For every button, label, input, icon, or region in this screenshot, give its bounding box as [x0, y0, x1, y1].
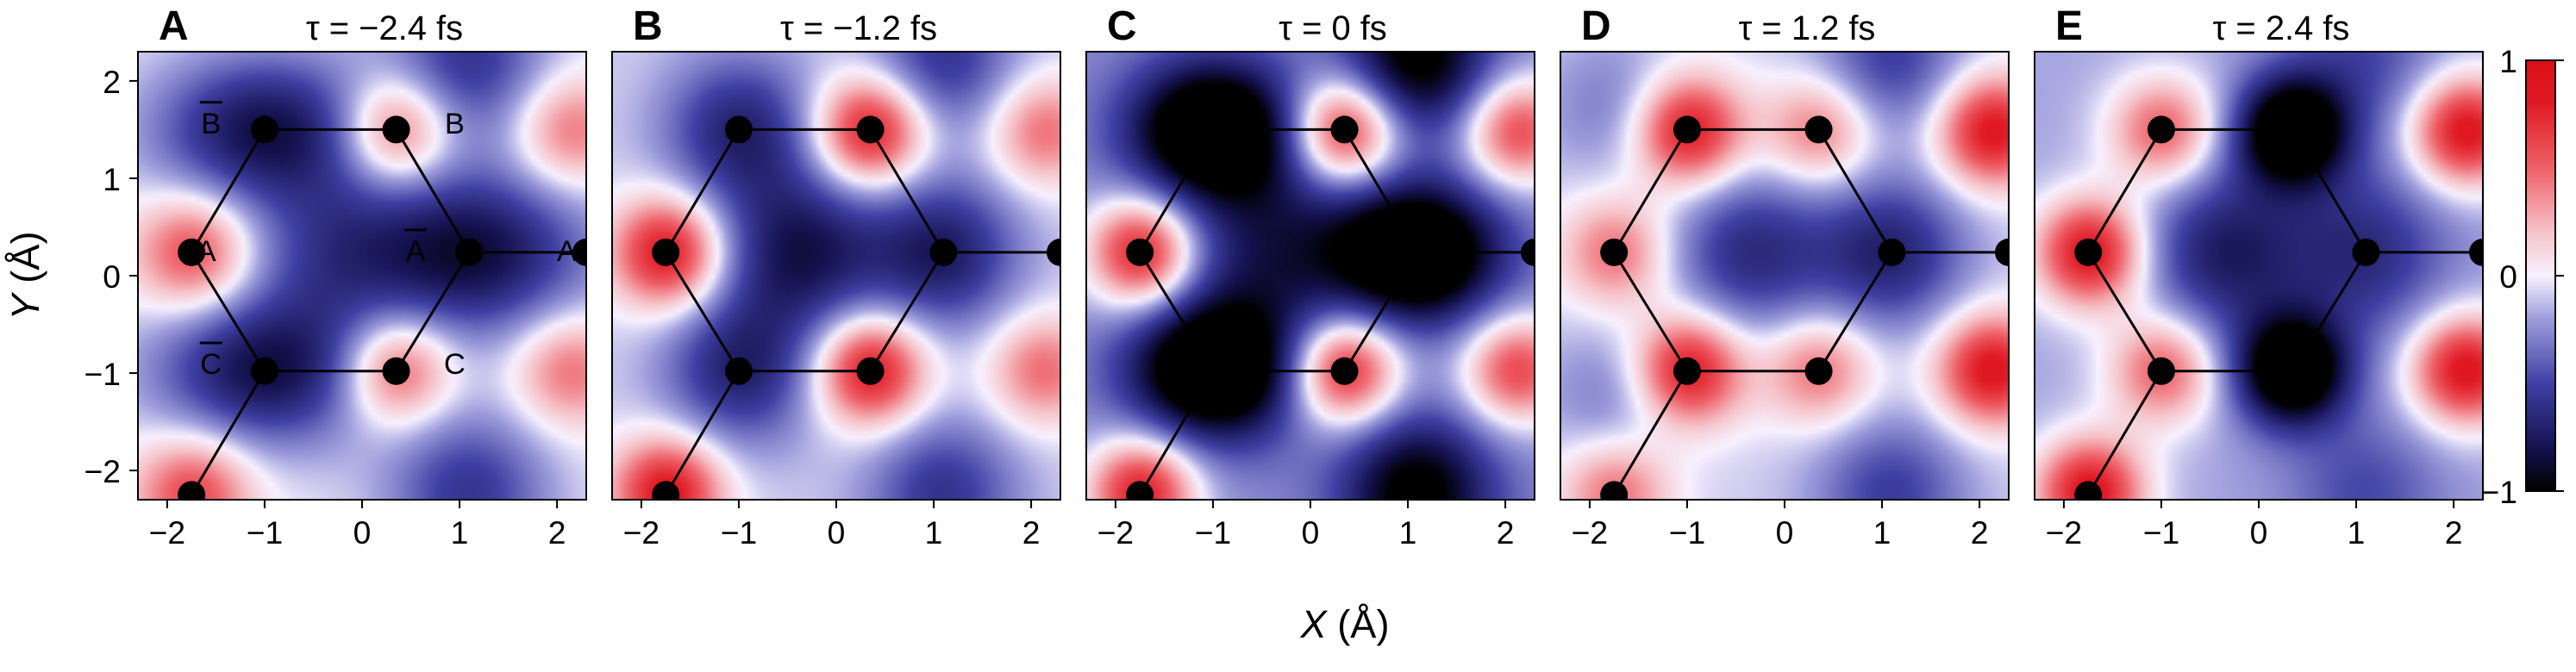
colorbar-tick-label: 0: [2499, 258, 2517, 295]
panel-title: τ = −2.4 fs: [306, 9, 463, 47]
atom-site: [2074, 481, 2102, 508]
panel-letter: E: [2055, 3, 2083, 49]
x-tick-label: 2: [1022, 514, 1041, 551]
x-tick-label: −2: [623, 514, 660, 551]
atom-site: [725, 115, 753, 143]
panel-B: −2 −1 0 1 2 Bτ = −1.2 fs: [612, 3, 1074, 551]
x-tick-label: −1: [721, 514, 757, 551]
atom-site: [1126, 239, 1154, 266]
y-tick-label: 0: [103, 258, 121, 295]
atom-site: [1199, 115, 1227, 143]
site-label: A: [406, 235, 426, 268]
panel-title: τ = 0 fs: [1279, 9, 1387, 47]
colorbar-tick-label: −1: [2481, 474, 2517, 510]
x-tick-label: −1: [247, 514, 283, 551]
atom-site: [2074, 239, 2102, 266]
atom-site: [455, 239, 483, 266]
panel-D: −2 −1 0 1 2 Dτ = 1.2 fs: [1560, 3, 2023, 551]
x-tick-label: 1: [1873, 514, 1891, 551]
x-tick-label: −1: [1669, 514, 1705, 551]
x-tick-label: 2: [2445, 514, 2463, 551]
atom-site: [725, 358, 753, 385]
x-tick-label: 2: [548, 514, 566, 551]
x-tick-label: −2: [1572, 514, 1608, 551]
y-tick-label: −2: [84, 453, 121, 489]
y-tick-label: 1: [103, 161, 121, 197]
x-tick-label: −2: [149, 514, 185, 551]
atom-site: [178, 481, 205, 508]
x-tick-label: 0: [1776, 514, 1794, 551]
figure-root: B B A A A C C −2 −1 0 1 2 −2 −1 0 1 2 Aτ = −2.4 fs −2 −1 0 1 2…: [0, 0, 2576, 672]
x-axis-label: X (Å): [1299, 602, 1389, 646]
figure-svg: B B A A A C C −2 −1 0 1 2 −2 −1 0 1 2 Aτ = −2.4 fs −2 −1 0 1 2…: [0, 0, 2576, 672]
site-label: A: [557, 235, 577, 268]
atom-site: [1673, 115, 1701, 143]
atom-site: [251, 115, 278, 143]
atom-site: [652, 239, 679, 266]
panel-A: B B A A A C C −2 −1 0 1 2 −2 −1 0 1 2 Aτ = −2.4 fs: [84, 3, 600, 551]
site-label: B: [201, 108, 221, 140]
atom-site: [1673, 358, 1701, 385]
atom-site: [652, 481, 679, 508]
x-tick-label: 0: [1302, 514, 1320, 551]
atom-site: [2352, 239, 2379, 266]
atom-site: [2279, 115, 2307, 143]
atom-site: [1126, 481, 1154, 508]
atom-site: [1600, 239, 1628, 266]
site-label: C: [200, 348, 222, 381]
atom-site: [383, 358, 410, 385]
atom-site: [929, 239, 957, 266]
atom-site: [1199, 358, 1227, 385]
x-tick-label: 0: [2250, 514, 2268, 551]
atom-site: [2148, 358, 2175, 385]
panel-letter: A: [159, 3, 189, 49]
panel-letter: C: [1107, 3, 1137, 49]
x-tick-label: 2: [1971, 514, 1989, 551]
x-tick-label: 0: [353, 514, 372, 551]
x-tick-label: 1: [2348, 514, 2366, 551]
y-axis-label: Y (Å): [3, 231, 47, 320]
x-tick-label: 1: [1399, 514, 1417, 551]
atom-site: [857, 115, 885, 143]
atom-site: [1805, 115, 1833, 143]
x-tick-label: −2: [1097, 514, 1134, 551]
panel-title: τ = 1.2 fs: [1739, 9, 1876, 47]
atom-site: [1805, 358, 1833, 385]
atom-site: [383, 115, 410, 143]
atom-site: [1404, 239, 1431, 266]
x-tick-label: −1: [1195, 514, 1231, 551]
x-tick-label: 1: [451, 514, 469, 551]
x-tick-label: −1: [2143, 514, 2179, 551]
x-tick-label: 1: [925, 514, 943, 551]
site-label: A: [197, 235, 216, 268]
atom-site: [2148, 115, 2175, 143]
panel-title: τ = −1.2 fs: [780, 9, 937, 47]
panel-E: −2 −1 0 1 2 Eτ = 2.4 fs: [2035, 3, 2497, 551]
atom-site: [1878, 239, 1905, 266]
panel-letter: D: [1581, 3, 1611, 49]
atom-site: [857, 358, 885, 385]
panel-title: τ = 2.4 fs: [2213, 9, 2350, 47]
atom-site: [1331, 115, 1359, 143]
x-tick-label: 0: [828, 514, 846, 551]
site-label: B: [445, 108, 465, 140]
panel-C: −2 −1 0 1 2 Cτ = 0 fs: [1086, 3, 1548, 551]
y-tick-label: 2: [103, 64, 121, 100]
atom-site: [1600, 481, 1628, 508]
site-label: C: [444, 348, 466, 381]
colorbar: [2526, 60, 2555, 491]
y-tick-label: −1: [84, 356, 121, 392]
panel-letter: B: [633, 3, 663, 49]
atom-site: [1331, 358, 1359, 385]
atom-site: [2279, 358, 2307, 385]
colorbar-tick-label: 1: [2499, 43, 2517, 79]
x-tick-label: 2: [1497, 514, 1515, 551]
x-tick-label: −2: [2046, 514, 2082, 551]
atom-site: [251, 358, 278, 385]
